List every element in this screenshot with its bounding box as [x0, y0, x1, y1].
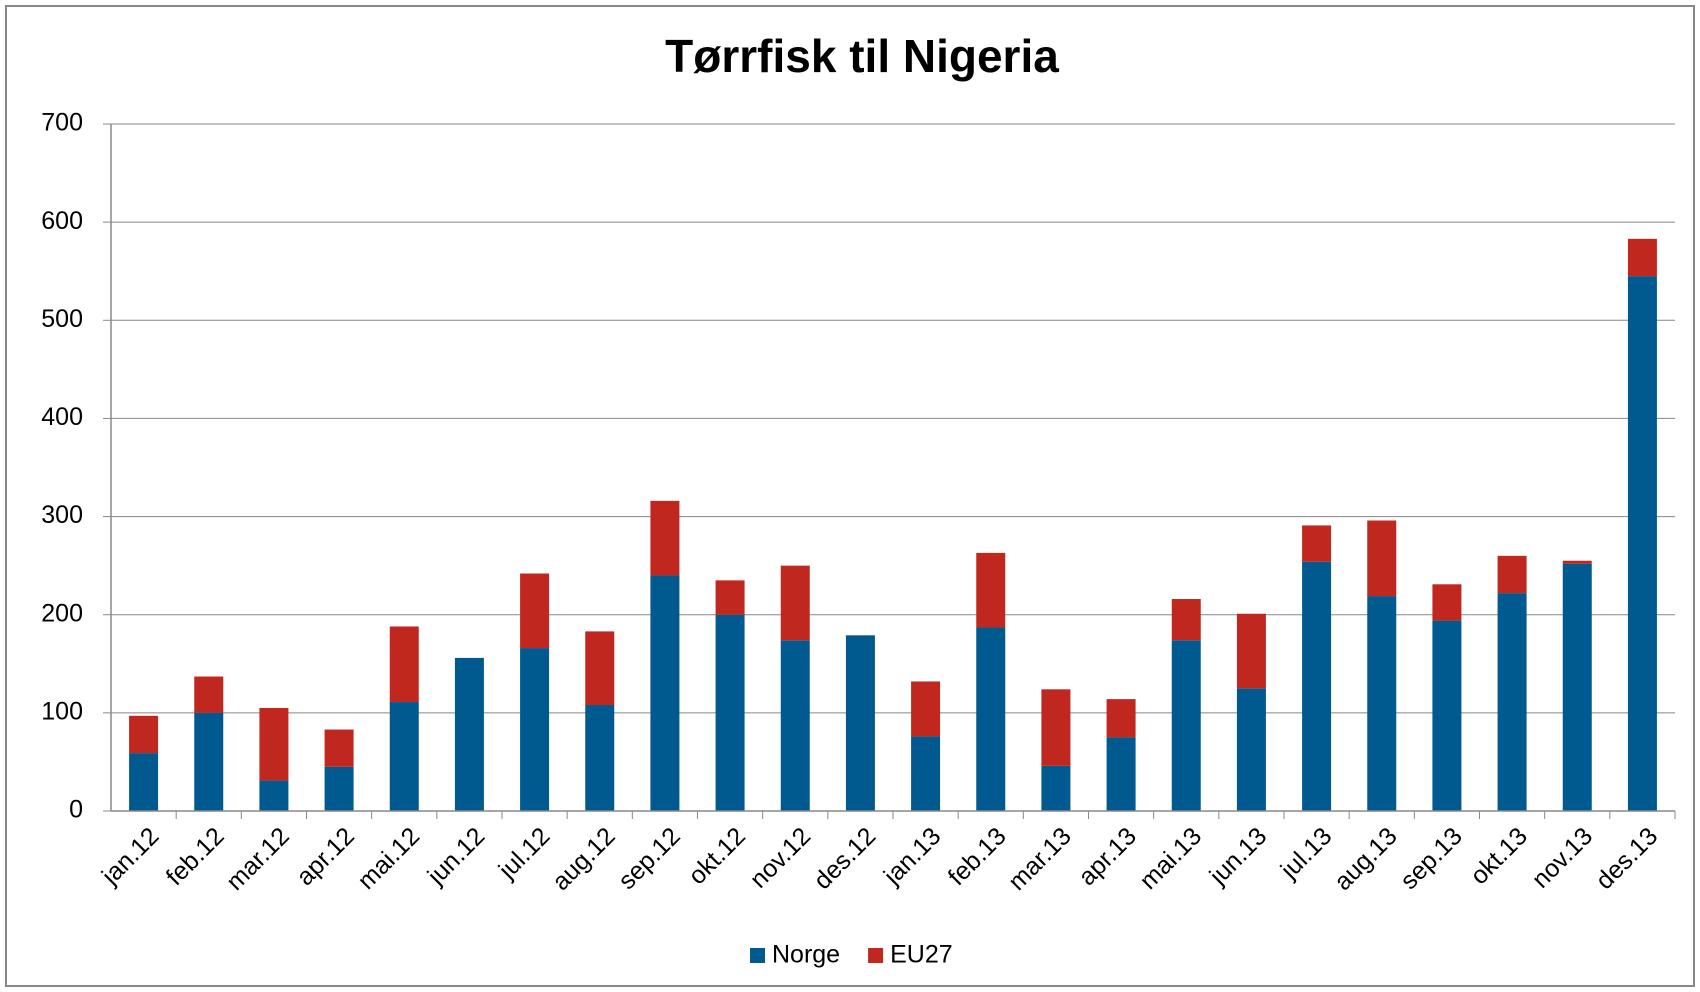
chart-title: Tørrfisk til Nigeria: [665, 30, 1059, 82]
bar: [715, 580, 745, 615]
bar: [585, 705, 615, 811]
chart-frame: [5, 5, 1695, 987]
bar: [1367, 520, 1397, 597]
bar: [129, 715, 159, 754]
y-tick-label: 500: [41, 305, 83, 333]
y-tick-label: 200: [41, 599, 83, 627]
bar: [715, 614, 745, 811]
bar: [454, 657, 484, 811]
bar: [1432, 584, 1462, 621]
bar: [585, 631, 615, 706]
bar: [1432, 620, 1462, 811]
bar: [520, 648, 550, 811]
bar: [911, 736, 941, 811]
y-tick-label: 700: [41, 109, 83, 137]
bar: [520, 573, 550, 649]
bar: [1041, 689, 1071, 766]
legend-label: EU27: [890, 941, 953, 969]
bar: [389, 626, 419, 703]
legend-swatch: [868, 948, 884, 963]
bar: [1236, 688, 1266, 811]
bar: [1562, 563, 1592, 811]
bar: [1627, 238, 1657, 277]
bar: [1106, 699, 1136, 738]
bar: [1367, 596, 1397, 811]
bar: [1302, 561, 1332, 811]
bar: [1302, 525, 1332, 562]
legend-swatch: [750, 948, 765, 963]
bar: [259, 780, 289, 811]
bar: [1106, 737, 1136, 811]
bar: [324, 766, 354, 811]
bar: [324, 729, 354, 767]
bar: [259, 707, 289, 781]
bar: [845, 635, 875, 811]
bar: [1171, 640, 1201, 811]
y-tick-label: 300: [41, 501, 83, 529]
y-tick-label: 100: [41, 697, 83, 725]
y-tick-label: 400: [41, 403, 83, 431]
bar: [194, 676, 224, 713]
bar: [780, 565, 810, 641]
bar: [1562, 560, 1592, 564]
bar: [976, 627, 1006, 811]
bar: [194, 712, 224, 811]
y-tick-label: 0: [69, 796, 83, 824]
bar: [1041, 765, 1071, 811]
bar: [389, 702, 419, 811]
bar: [976, 552, 1006, 628]
bar: [780, 640, 810, 811]
bar: [129, 753, 159, 811]
bar: [650, 575, 680, 811]
bar: [650, 500, 680, 576]
bar: [1627, 276, 1657, 811]
bar: [1497, 555, 1527, 594]
bar: [1236, 613, 1266, 689]
y-tick-label: 600: [41, 207, 83, 235]
bar: [1171, 599, 1201, 641]
legend-label: Norge: [772, 941, 840, 969]
bar: [911, 681, 941, 737]
bar: [1497, 593, 1527, 811]
